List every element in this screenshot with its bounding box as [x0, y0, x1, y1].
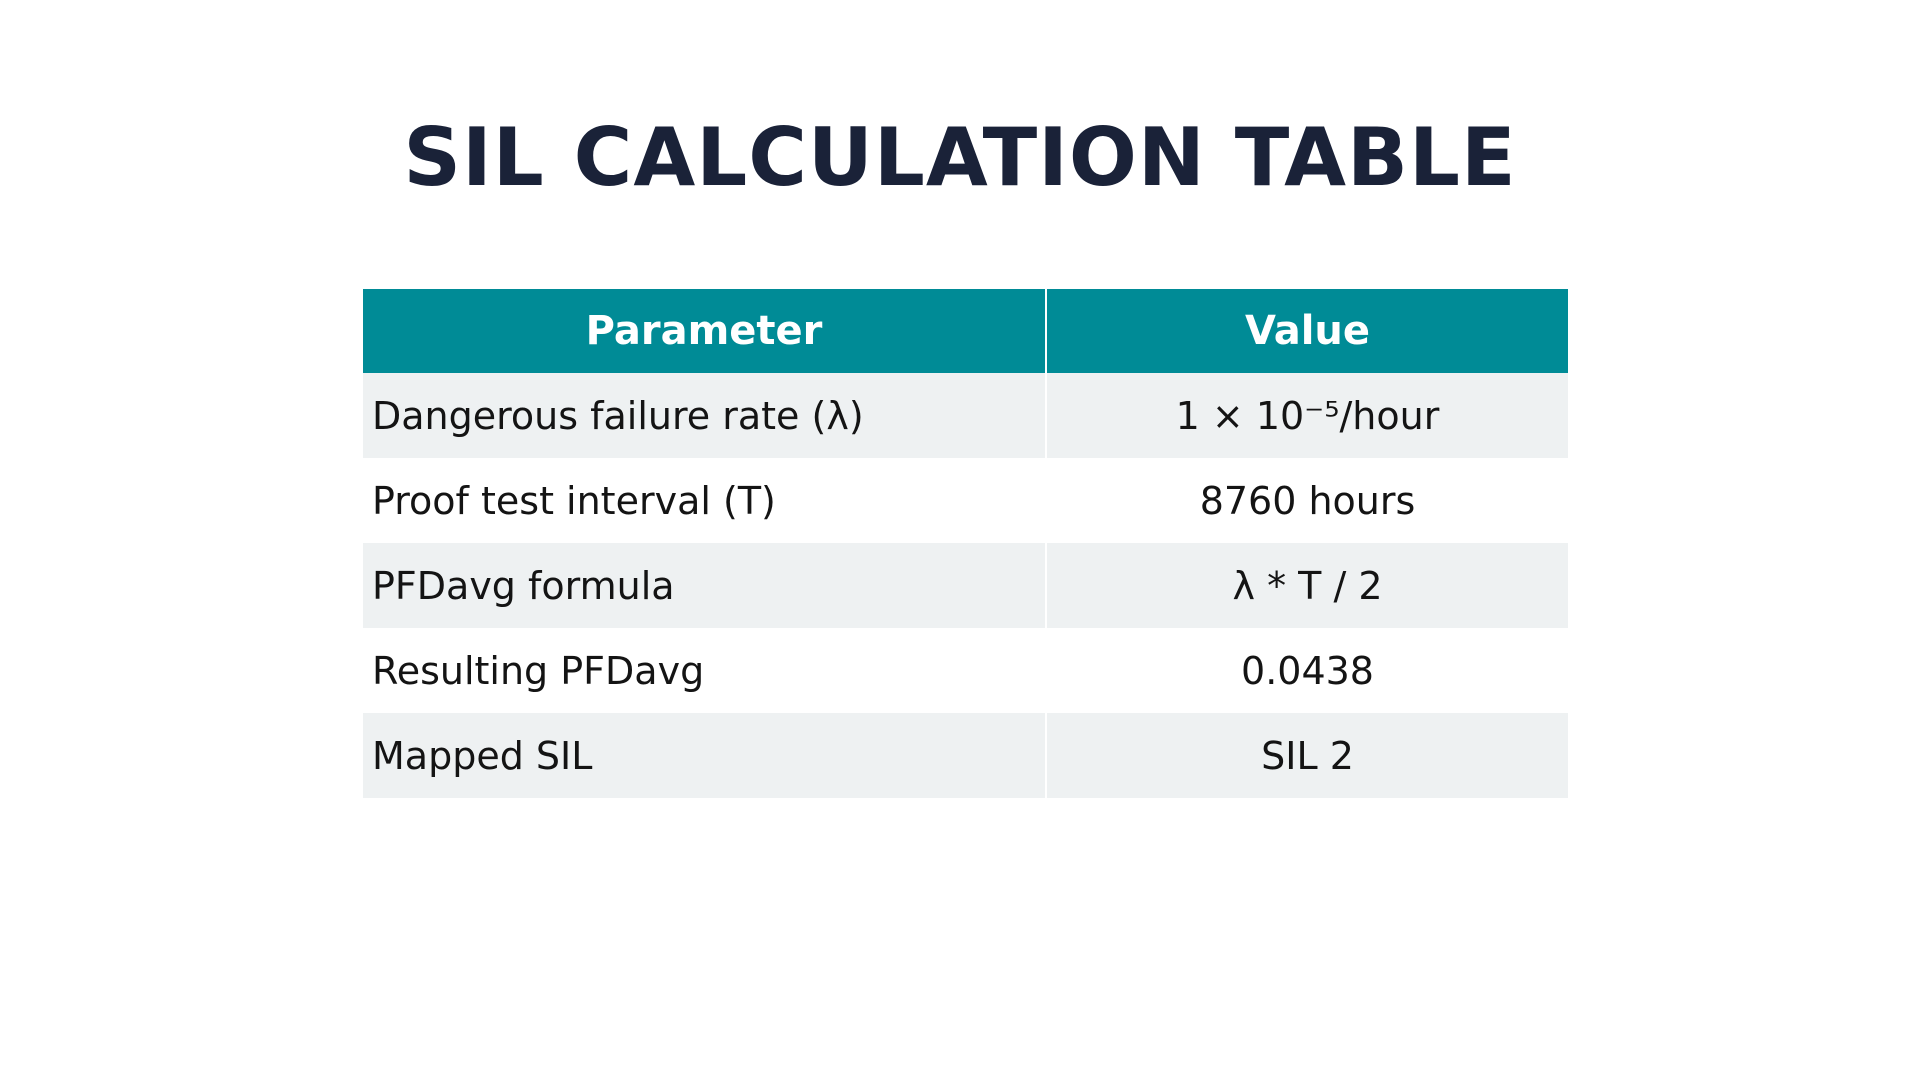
value-cell: SIL 2: [1045, 713, 1568, 798]
parameter-cell: Proof test interval (T): [363, 458, 1046, 543]
sil-calculation-table: Parameter Value Dangerous failure rate (…: [363, 289, 1568, 798]
table-header-row: Parameter Value: [363, 289, 1568, 373]
table-row: Resulting PFDavg 0.0438: [363, 628, 1568, 713]
column-header-value: Value: [1045, 289, 1568, 373]
value-cell: 8760 hours: [1045, 458, 1568, 543]
column-header-parameter: Parameter: [363, 289, 1046, 373]
value-cell: 1 × 10⁻⁵/hour: [1045, 373, 1568, 458]
parameter-cell: Resulting PFDavg: [363, 628, 1046, 713]
table-row: PFDavg formula λ * T / 2: [363, 543, 1568, 628]
table-row: Mapped SIL SIL 2: [363, 713, 1568, 798]
table-row: Proof test interval (T) 8760 hours: [363, 458, 1568, 543]
table-row: Dangerous failure rate (λ) 1 × 10⁻⁵/hour: [363, 373, 1568, 458]
value-cell: 0.0438: [1045, 628, 1568, 713]
parameter-cell: Mapped SIL: [363, 713, 1046, 798]
parameter-cell: Dangerous failure rate (λ): [363, 373, 1046, 458]
value-cell: λ * T / 2: [1045, 543, 1568, 628]
page-title: SIL CALCULATION TABLE: [403, 111, 1517, 204]
parameter-cell: PFDavg formula: [363, 543, 1046, 628]
